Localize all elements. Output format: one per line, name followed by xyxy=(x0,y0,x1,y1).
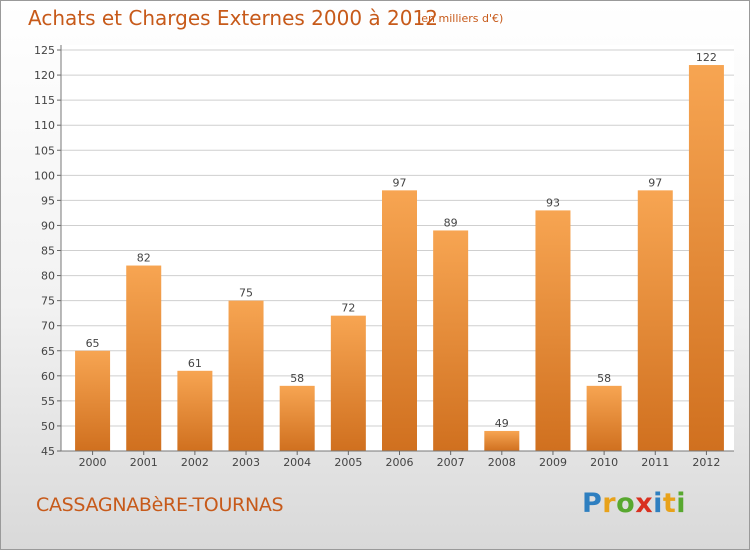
logo-letter: i xyxy=(676,488,687,519)
x-tick-label: 2007 xyxy=(437,456,465,469)
logo-letter: o xyxy=(616,488,636,519)
y-tick-label: 75 xyxy=(41,295,55,308)
y-tick-label: 60 xyxy=(41,370,55,383)
data-label: 122 xyxy=(696,51,717,64)
y-tick-label: 80 xyxy=(41,270,55,283)
y-tick-label: 100 xyxy=(34,169,55,182)
x-tick-label: 2011 xyxy=(641,456,669,469)
x-tick-label: 2009 xyxy=(539,456,567,469)
data-label: 72 xyxy=(341,302,355,315)
logo-letter: t xyxy=(662,488,677,519)
bar xyxy=(177,370,213,451)
data-label: 75 xyxy=(239,287,253,300)
data-label: 58 xyxy=(597,372,611,385)
bar xyxy=(433,230,469,451)
bar xyxy=(228,300,264,451)
x-tick-label: 2012 xyxy=(692,456,720,469)
y-tick-label: 70 xyxy=(41,320,55,333)
bar xyxy=(330,315,366,451)
x-tick-label: 2006 xyxy=(386,456,414,469)
data-label: 97 xyxy=(648,176,662,189)
x-tick-label: 2004 xyxy=(283,456,311,469)
x-tick-label: 2001 xyxy=(130,456,158,469)
y-tick-label: 120 xyxy=(34,69,55,82)
y-tick-label: 125 xyxy=(34,44,55,57)
bar xyxy=(688,65,724,451)
data-label: 82 xyxy=(137,252,151,265)
data-label: 65 xyxy=(86,337,100,350)
bar xyxy=(75,350,111,451)
bar xyxy=(279,385,315,451)
y-tick-label: 55 xyxy=(41,395,55,408)
bar xyxy=(535,210,571,451)
bar xyxy=(484,430,520,451)
y-tick-label: 110 xyxy=(34,119,55,132)
y-tick-label: 115 xyxy=(34,94,55,107)
logo-letter: i xyxy=(653,488,663,519)
y-tick-label: 45 xyxy=(41,445,55,458)
x-tick-label: 2002 xyxy=(181,456,209,469)
logo-letter: P xyxy=(582,488,603,519)
unit-note: (en milliers d'€) xyxy=(417,12,504,25)
data-label: 49 xyxy=(495,417,509,430)
bar xyxy=(382,190,417,451)
data-label: 93 xyxy=(546,196,560,209)
logo-letter: r xyxy=(602,488,617,519)
x-tick-label: 2005 xyxy=(334,456,362,469)
bar xyxy=(586,385,622,451)
logo-letter: x xyxy=(635,488,654,519)
data-label: 61 xyxy=(188,357,202,370)
x-tick-label: 2000 xyxy=(79,456,107,469)
y-tick-label: 65 xyxy=(41,345,55,358)
y-tick-label: 105 xyxy=(34,144,55,157)
y-tick-label: 50 xyxy=(41,420,55,433)
bar xyxy=(637,190,673,451)
commune-name: CASSAGNABèRE-TOURNAS xyxy=(36,494,284,516)
data-label: 58 xyxy=(290,372,304,385)
x-tick-label: 2008 xyxy=(488,456,516,469)
x-tick-label: 2003 xyxy=(232,456,260,469)
proxiti-logo: Proxiti xyxy=(582,488,686,519)
x-tick-label: 2010 xyxy=(590,456,618,469)
data-label: 97 xyxy=(393,176,407,189)
y-tick-label: 95 xyxy=(41,194,55,207)
y-tick-label: 90 xyxy=(41,219,55,232)
data-label: 89 xyxy=(444,216,458,229)
bar xyxy=(126,265,162,451)
y-tick-label: 85 xyxy=(41,245,55,258)
chart-title: Achats et Charges Externes 2000 à 2012 xyxy=(28,6,438,30)
